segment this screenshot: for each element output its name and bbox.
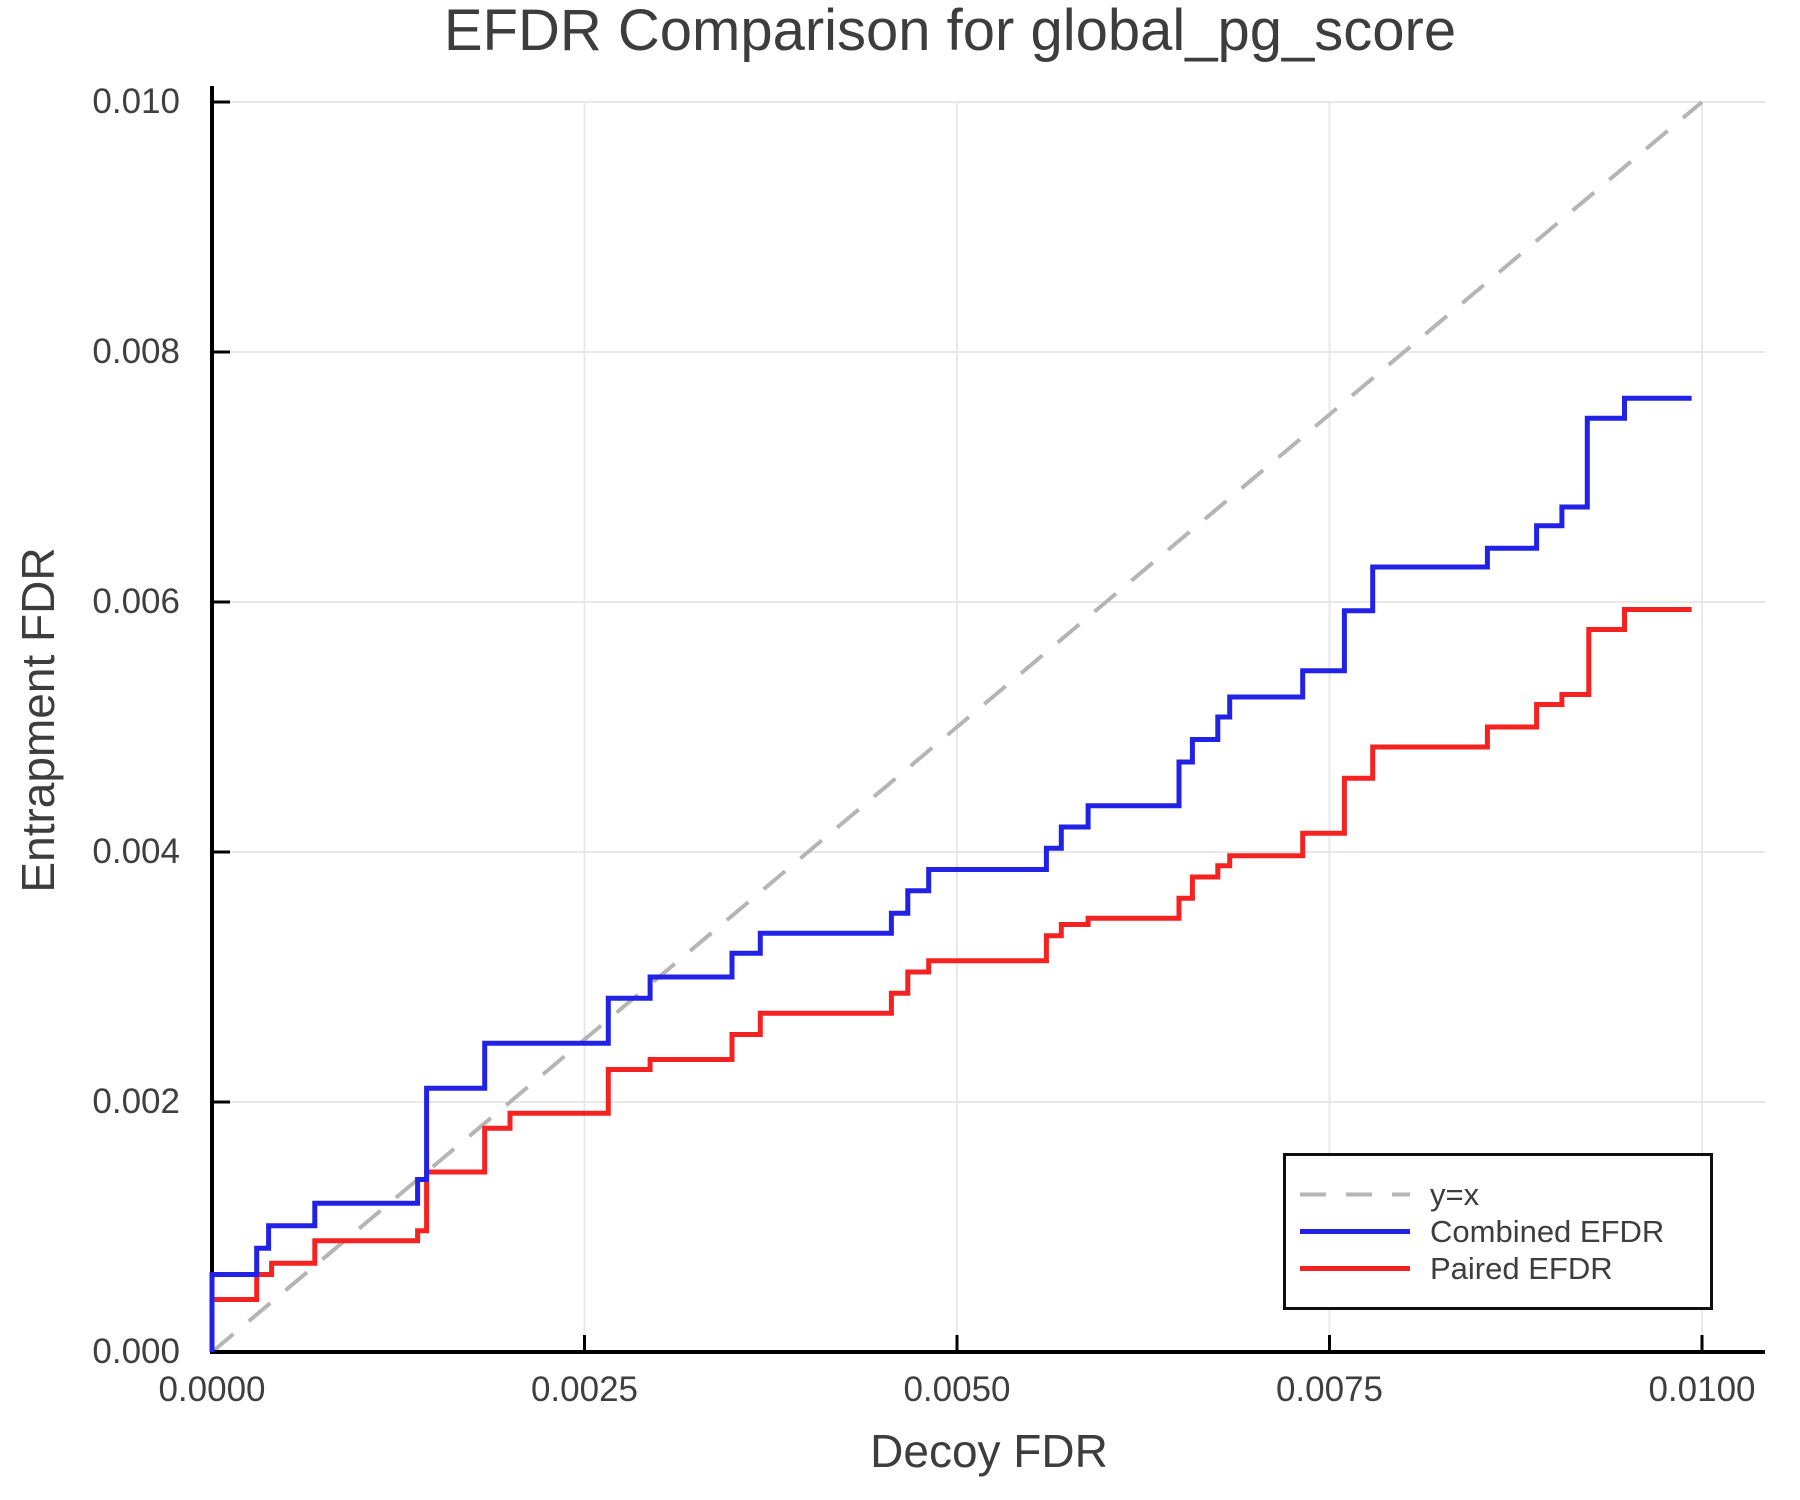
y-tick-label: 0.008 (92, 332, 180, 371)
legend-item-paired-efdr: Paired EFDR (1298, 1250, 1710, 1287)
y-tick-label: 0.006 (92, 582, 180, 621)
x-axis-label: Decoy FDR (870, 1425, 1108, 1477)
legend-label-yx: y=x (1430, 1177, 1480, 1212)
reference-line-y-equals-x (210, 100, 1704, 1354)
x-tick-label: 0.0025 (530, 1370, 639, 1409)
x-tick-label: 0.0000 (158, 1370, 266, 1409)
y-tick-label: 0.004 (92, 832, 180, 871)
y-tick-label: 0.002 (92, 1082, 180, 1121)
legend-line-sample-yx (1300, 1192, 1410, 1197)
legend-label-combined: Combined EFDR (1430, 1214, 1665, 1249)
series-line-combined-efdr (209, 395, 1692, 1352)
x-tick-label: 0.0100 (1648, 1370, 1756, 1409)
x-tick-label: 0.0075 (1275, 1370, 1384, 1409)
legend-label-paired: Paired EFDR (1430, 1251, 1613, 1286)
series-line-paired-efdr (209, 607, 1692, 1352)
legend-item-yx: y=x (1298, 1176, 1710, 1213)
x-tick-label: 0.0050 (903, 1370, 1011, 1409)
legend-line-sample-paired (1300, 1266, 1410, 1271)
y-tick-label: 0.010 (92, 82, 180, 121)
legend-item-combined-efdr: Combined EFDR (1298, 1213, 1710, 1250)
legend: y=x Combined EFDR Paired EFDR (1283, 1153, 1713, 1310)
chart-title: EFDR Comparison for global_pg_score (443, 0, 1457, 63)
y-tick-label: 0.000 (92, 1332, 180, 1371)
legend-line-sample-combined (1300, 1229, 1410, 1234)
